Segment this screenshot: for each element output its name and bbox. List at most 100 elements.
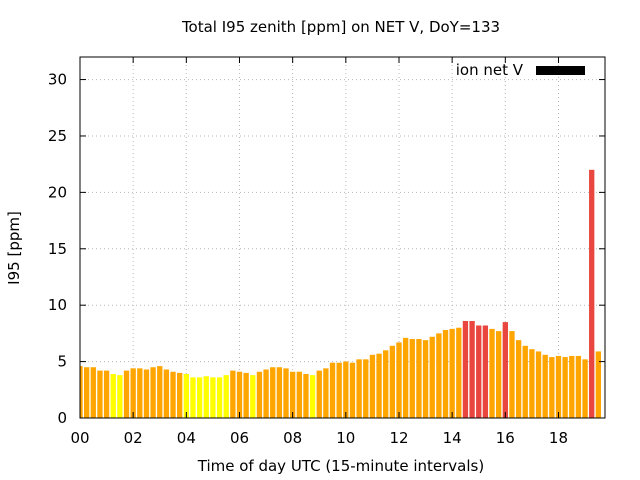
- bar: [196, 377, 203, 418]
- bar: [489, 328, 495, 418]
- bar: [250, 375, 256, 418]
- bar: [462, 320, 469, 418]
- legend: ion net V: [456, 61, 585, 79]
- bar: [283, 368, 289, 418]
- bar: [555, 355, 562, 418]
- bar: [309, 375, 316, 418]
- bar: [303, 374, 309, 418]
- bar: [535, 351, 542, 418]
- x-tick-label: 02: [124, 429, 143, 447]
- bar: [223, 375, 229, 418]
- bar: [230, 370, 236, 418]
- x-tick-label: 18: [549, 429, 568, 447]
- grid-lines: [80, 57, 605, 418]
- legend-label: ion net V: [456, 61, 524, 79]
- bar: [422, 340, 429, 418]
- bar: [243, 372, 249, 419]
- bar: [363, 359, 369, 418]
- bar: [150, 367, 156, 418]
- bar: [177, 372, 183, 419]
- bar: [203, 376, 209, 418]
- bar: [429, 336, 435, 418]
- bar: [123, 370, 130, 418]
- bar: [589, 169, 595, 418]
- bar: [476, 325, 482, 418]
- bar: [263, 369, 269, 418]
- bar: [389, 345, 395, 418]
- bar: [270, 367, 276, 418]
- bar: [356, 359, 362, 418]
- bar: [542, 354, 548, 418]
- bars: [80, 169, 602, 419]
- bar: [216, 377, 223, 418]
- y-tick-label: 30: [48, 71, 67, 89]
- x-tick-label: 06: [230, 429, 249, 447]
- x-tick-label: 08: [283, 429, 302, 447]
- bar: [190, 377, 196, 418]
- bar: [163, 369, 170, 418]
- y-axis-title: I95 [ppm]: [5, 211, 23, 285]
- y-tick-label: 0: [57, 409, 67, 427]
- bar: [323, 368, 329, 418]
- bar: [157, 366, 163, 418]
- x-tick-label: 04: [177, 429, 196, 447]
- bar: [143, 369, 150, 418]
- bar: [290, 371, 296, 418]
- bar: [170, 371, 176, 418]
- x-tick-label: 12: [389, 429, 408, 447]
- x-tick-label: 10: [336, 429, 355, 447]
- bar: [409, 339, 415, 418]
- y-tick-label: 20: [48, 183, 67, 201]
- bar: [256, 371, 263, 418]
- bar: [236, 371, 243, 418]
- y-tick-label: 25: [48, 127, 67, 145]
- bar: [449, 328, 455, 418]
- bar: [90, 367, 96, 418]
- bar: [383, 350, 389, 418]
- bar: [296, 371, 302, 418]
- bar: [369, 354, 376, 418]
- bar: [349, 362, 356, 418]
- bar: [436, 333, 442, 418]
- y-tick-label: 15: [48, 240, 67, 258]
- bar: [117, 375, 123, 418]
- bar: [509, 331, 515, 418]
- bar: [469, 320, 475, 418]
- bar: [316, 370, 322, 418]
- bar: [210, 377, 216, 418]
- bar: [80, 366, 83, 418]
- y-tick-label: 10: [48, 296, 67, 314]
- bar: [183, 374, 189, 418]
- bar: [130, 368, 136, 418]
- bar: [103, 370, 110, 418]
- bar: [402, 337, 409, 418]
- y-tick-label: 5: [57, 353, 67, 371]
- x-tick-label: 00: [70, 429, 89, 447]
- x-tick-label: 14: [443, 429, 462, 447]
- bar: [496, 331, 502, 418]
- bar: [110, 374, 116, 418]
- bar: [276, 367, 283, 418]
- bar: [396, 342, 402, 418]
- bar: [97, 370, 103, 418]
- bar: [502, 322, 508, 418]
- bar: [595, 351, 602, 418]
- bar: [569, 355, 575, 418]
- chart-title: Total I95 zenith [ppm] on NET V, DoY=133: [181, 18, 500, 36]
- bar: [137, 368, 143, 418]
- bar: [575, 355, 582, 418]
- bar: [416, 339, 422, 418]
- bar: [529, 349, 535, 418]
- axis-ticks: 0 5 10 15 20 25 30 00 02 04 06 08 10 12 14 16 18: [48, 57, 605, 447]
- bar: [83, 367, 90, 418]
- x-axis-title: Time of day UTC (15-minute intervals): [197, 457, 484, 475]
- plot-area-frame: [79, 56, 606, 419]
- bar: [336, 362, 342, 418]
- bar: [482, 325, 489, 418]
- bar: [549, 357, 555, 418]
- bar: [522, 345, 528, 418]
- bar: [376, 353, 382, 418]
- x-tick-label: 16: [496, 429, 515, 447]
- bar: [515, 340, 522, 418]
